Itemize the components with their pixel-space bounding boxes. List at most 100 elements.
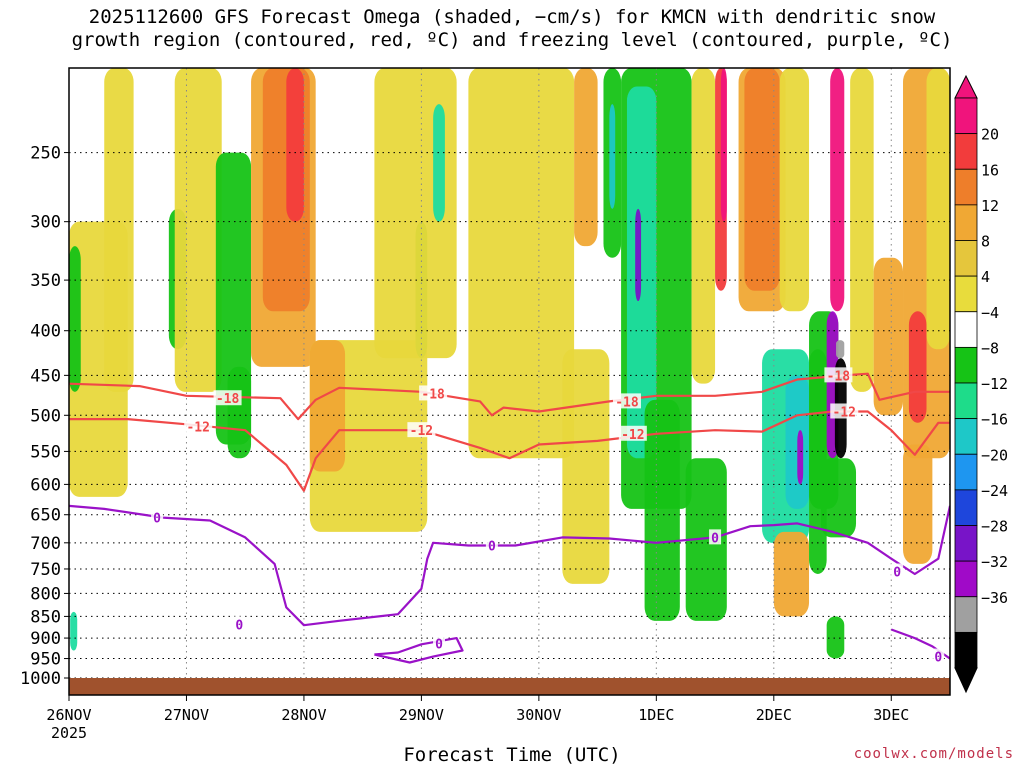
y-tick-label-800: 800 (30, 584, 61, 604)
title-line-2: growth region (contoured, red, ºC) and f… (71, 29, 953, 51)
omega-cell-15 (433, 104, 445, 222)
colorbar-swatch-8 (954, 382, 978, 420)
contour-label-bg-0-3 (824, 367, 853, 383)
colorbar-label-3: 8 (981, 233, 990, 251)
colorbar-label-7: −12 (981, 375, 1008, 393)
contours: -18 -18 -18 -18 -12 -12 -12 -12 0 0 0 0 0 0 0 (69, 367, 950, 666)
colorbar-swatch-15 (954, 631, 978, 669)
contour-label-0-1: -18 (421, 387, 445, 402)
colorbar-swatch-4 (954, 240, 978, 277)
omega-cell-10 (227, 366, 252, 459)
y-tick-label-300: 300 (30, 213, 61, 233)
contour-label-0-2: -18 (615, 395, 639, 410)
y-tick-label-900: 900 (30, 629, 61, 649)
omega-cell-47 (908, 311, 927, 423)
colorbar-swatch-14 (954, 596, 978, 633)
contour-label-bg-1-3 (830, 403, 859, 419)
contour-label-1-1: -12 (410, 424, 433, 439)
omega-cell-42 (820, 458, 857, 538)
y-tick-label-550: 550 (30, 442, 61, 462)
title-line-1: 2025112600 GFS Forecast Omega (shaded, −… (88, 6, 936, 28)
y-tick-label-450: 450 (30, 366, 61, 386)
omega-cell-18 (574, 68, 598, 247)
contour-label-1-0: -12 (186, 420, 209, 435)
omega-cell-48 (903, 444, 933, 564)
colorbar-label-11: −28 (981, 518, 1008, 536)
contour-label-2-4: 0 (893, 565, 901, 580)
colorbar-swatch-6 (954, 311, 978, 348)
colorbar-label-10: −24 (981, 482, 1008, 500)
omega-cell-22 (626, 86, 657, 459)
omega-cell-40 (836, 340, 845, 359)
omega-cell-24 (644, 399, 680, 621)
omega-cell-17 (562, 349, 610, 584)
x-tick-label-27NOV: 27NOV (164, 706, 209, 724)
colorbar-swatch-0 (954, 97, 978, 135)
y-tick-label-650: 650 (30, 506, 61, 526)
plot-frame (68, 67, 951, 696)
y-tick-label-350: 350 (30, 271, 61, 291)
omega-cell-3 (104, 68, 134, 392)
colorbar-swatch-3 (954, 204, 978, 241)
omega-cell-41 (830, 68, 845, 312)
y-tick-label-750: 750 (30, 560, 61, 580)
colorbar-swatch-2 (954, 168, 978, 206)
omega-cell-9 (286, 68, 304, 222)
contour-label-1-2: -12 (621, 428, 644, 443)
x-tick-label-26NOV: 26NOV (46, 706, 91, 724)
contour-label-1-3: -12 (833, 405, 856, 420)
y-axis: 2503003504004505005506006507007508008509… (20, 144, 69, 689)
colorbar: 20 16 12 8 4 −4 −8 −12 −16 −20 −24 −28 −32 −36 (954, 74, 1008, 694)
colorbar-swatch-1 (954, 133, 978, 170)
contour-label-bg-0-2 (612, 393, 641, 409)
colorbar-label-1: 16 (981, 161, 999, 179)
credit-link[interactable]: coolwx.com/models (853, 746, 1014, 762)
contour-label-2-0: 0 (153, 512, 161, 527)
omega-cell-43 (826, 616, 845, 659)
colorbar-swatch-13 (954, 560, 978, 598)
contour-line-0 (69, 372, 950, 421)
colorbar-label-2: 12 (981, 197, 999, 215)
colorbar-label-12: −32 (981, 553, 1008, 571)
contour-label-bg-2-4 (891, 563, 904, 579)
y-tick-label-950: 950 (30, 650, 61, 670)
colorbar-label-8: −16 (981, 411, 1008, 429)
omega-cell-34 (797, 430, 804, 485)
omega-cell-31 (779, 68, 810, 312)
contour-label-bg-2-3 (709, 529, 722, 545)
colorbar-label-13: −36 (981, 589, 1008, 607)
colorbar-arrow-top (954, 74, 978, 99)
colorbar-arrow-bottom (954, 667, 978, 694)
colorbar-label-5: −4 (981, 304, 999, 322)
omega-cell-23 (635, 208, 642, 302)
contour-label-bg-1-2 (618, 425, 647, 441)
x-tick-sub-label: 2025 (51, 724, 87, 742)
contour-label-3-0: 0 (435, 638, 443, 653)
y-tick-label-600: 600 (30, 475, 61, 495)
y-tick-label-500: 500 (30, 406, 61, 426)
contour-label-4-0: 0 (934, 651, 942, 666)
colorbar-swatch-9 (954, 418, 978, 455)
colorbar-swatch-7 (954, 346, 978, 384)
contour-label-bg-2-1 (233, 616, 246, 632)
contour-label-bg-2-2 (485, 537, 498, 553)
contour-label-2-3: 0 (711, 531, 719, 546)
contour-line-3 (374, 637, 464, 664)
ground-surface (69, 678, 950, 695)
x-tick-label-2DEC: 2DEC (756, 706, 792, 724)
x-axis: 26NOV 27NOV 28NOV 29NOV 30NOV 1DEC 2DEC 3DEC 202… (46, 695, 909, 742)
contour-line-1 (69, 410, 950, 492)
x-tick-label-3DEC: 3DEC (873, 706, 909, 724)
omega-cell-1 (69, 246, 81, 392)
colorbar-swatch-5 (954, 275, 978, 313)
x-tick-label-1DEC: 1DEC (638, 706, 674, 724)
contour-label-bg-2-0 (151, 509, 164, 525)
contour-label-bg-3-0 (433, 635, 446, 651)
x-tick-label-29NOV: 29NOV (399, 706, 444, 724)
omega-cell-45 (873, 257, 904, 416)
x-tick-label-30NOV: 30NOV (516, 706, 561, 724)
contour-label-bg-0-0 (213, 390, 242, 406)
contour-label-2-2: 0 (488, 540, 496, 555)
y-tick-label-250: 250 (30, 144, 61, 164)
